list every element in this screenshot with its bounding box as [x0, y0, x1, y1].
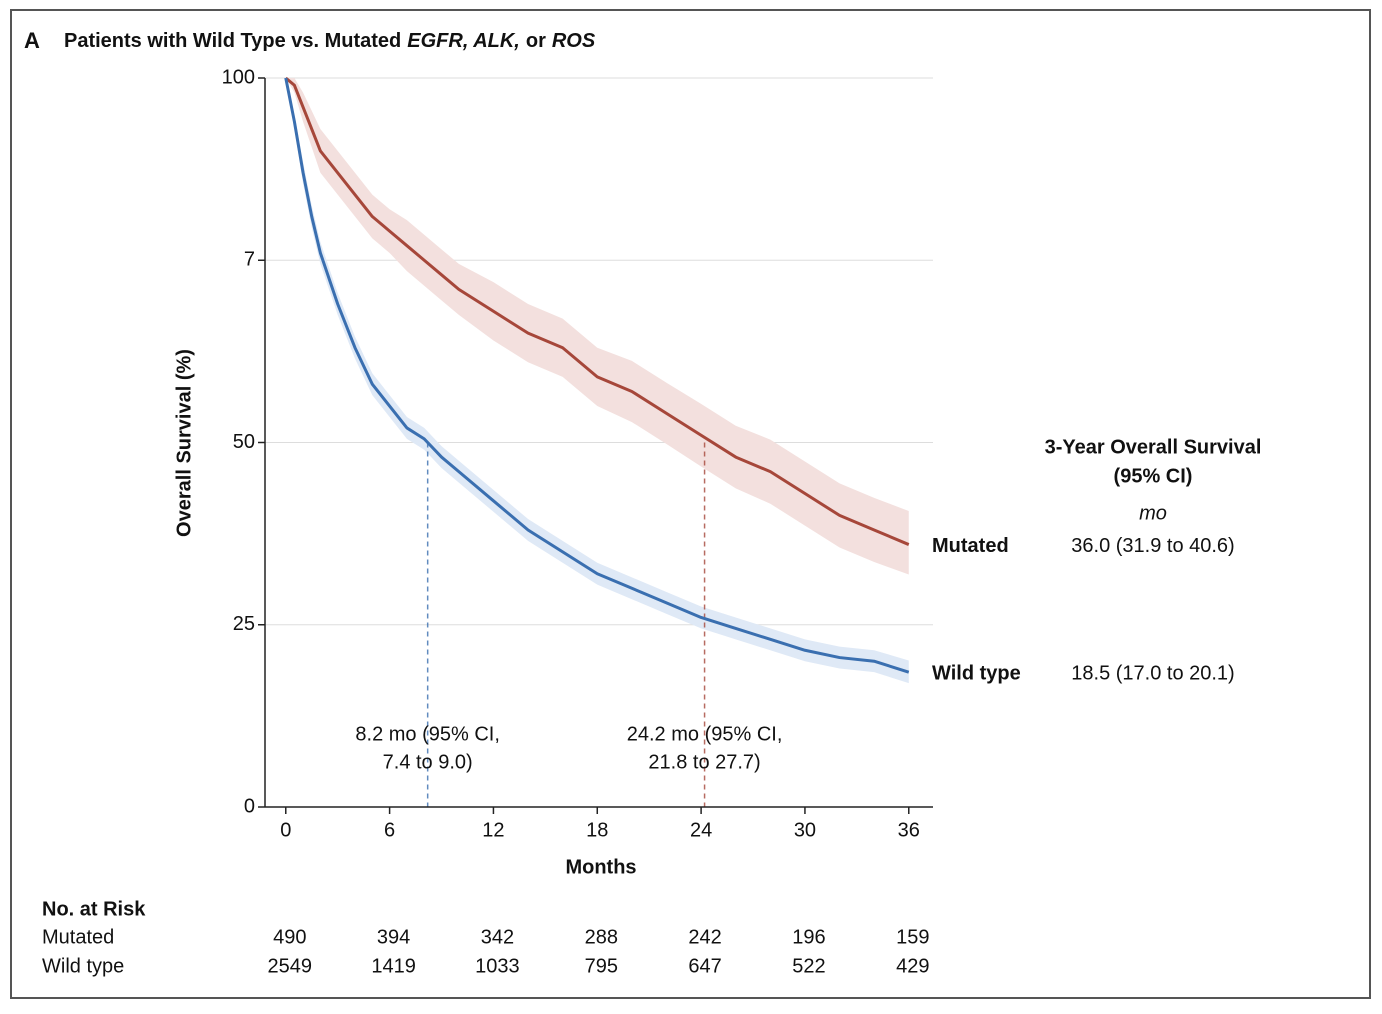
y-tick-label: 100	[222, 66, 255, 88]
title-part: ROS	[552, 30, 596, 52]
y-tick-label: 0	[244, 795, 255, 817]
at-risk-title: No. at Risk	[42, 898, 146, 920]
three-year-value: 36.0 (31.9 to 40.6)	[1071, 535, 1234, 557]
y-axis-label: Overall Survival (%)	[173, 349, 195, 537]
y-tick-label: 7	[244, 249, 255, 271]
at-risk-value: 795	[585, 955, 618, 977]
chart-title: Patients with Wild Type vs. Mutated EGFR,…	[64, 30, 596, 52]
x-tick-label: 6	[384, 819, 395, 841]
frame	[10, 9, 1371, 999]
table-unit: mo	[1139, 502, 1167, 524]
median-label: 8.2 mo (95% CI,	[355, 723, 500, 745]
at-risk-label: Mutated	[42, 926, 114, 948]
at-risk-value: 522	[792, 955, 825, 977]
x-tick-label: 12	[482, 819, 504, 841]
at-risk-value: 394	[377, 926, 410, 948]
at-risk-value: 288	[585, 926, 618, 948]
survival-line	[284, 77, 910, 674]
at-risk-value: 429	[896, 955, 929, 977]
at-risk-value: 196	[792, 926, 825, 948]
survival-line	[284, 76, 910, 546]
at-risk-value: 1033	[475, 955, 520, 977]
panel-label: A	[24, 28, 40, 53]
x-tick-label: 30	[794, 819, 816, 841]
at-risk-value: 159	[896, 926, 929, 948]
legend-entry: Mutated	[932, 535, 1009, 557]
table-header: (95% CI)	[1114, 465, 1193, 487]
title-part: or	[526, 30, 546, 52]
title-part: EGFR, ALK,	[407, 30, 520, 52]
median-label: 7.4 to 9.0)	[383, 751, 473, 773]
legend-entry: Wild type	[932, 662, 1021, 684]
x-axis-label: Months	[565, 856, 636, 878]
at-risk-value: 242	[688, 926, 721, 948]
three-year-value: 18.5 (17.0 to 20.1)	[1071, 662, 1234, 684]
at-risk-value: 2549	[268, 955, 313, 977]
x-tick-label: 24	[690, 819, 712, 841]
at-risk-value: 342	[481, 926, 514, 948]
x-tick-label: 18	[586, 819, 608, 841]
y-tick-label: 50	[233, 431, 255, 453]
y-tick-label: 25	[233, 613, 255, 635]
ci-band	[285, 78, 909, 575]
title-part: Patients with Wild Type vs. Mutated	[64, 30, 401, 52]
at-risk-value: 1419	[371, 955, 416, 977]
table-header: 3-Year Overall Survival	[1045, 436, 1262, 458]
x-tick-label: 36	[898, 819, 920, 841]
x-tick-label: 0	[280, 819, 291, 841]
median-label: 21.8 to 27.7)	[648, 751, 760, 773]
at-risk-value: 647	[688, 955, 721, 977]
at-risk-value: 490	[273, 926, 306, 948]
at-risk-label: Wild type	[42, 955, 124, 977]
median-label: 24.2 mo (95% CI,	[627, 723, 783, 745]
